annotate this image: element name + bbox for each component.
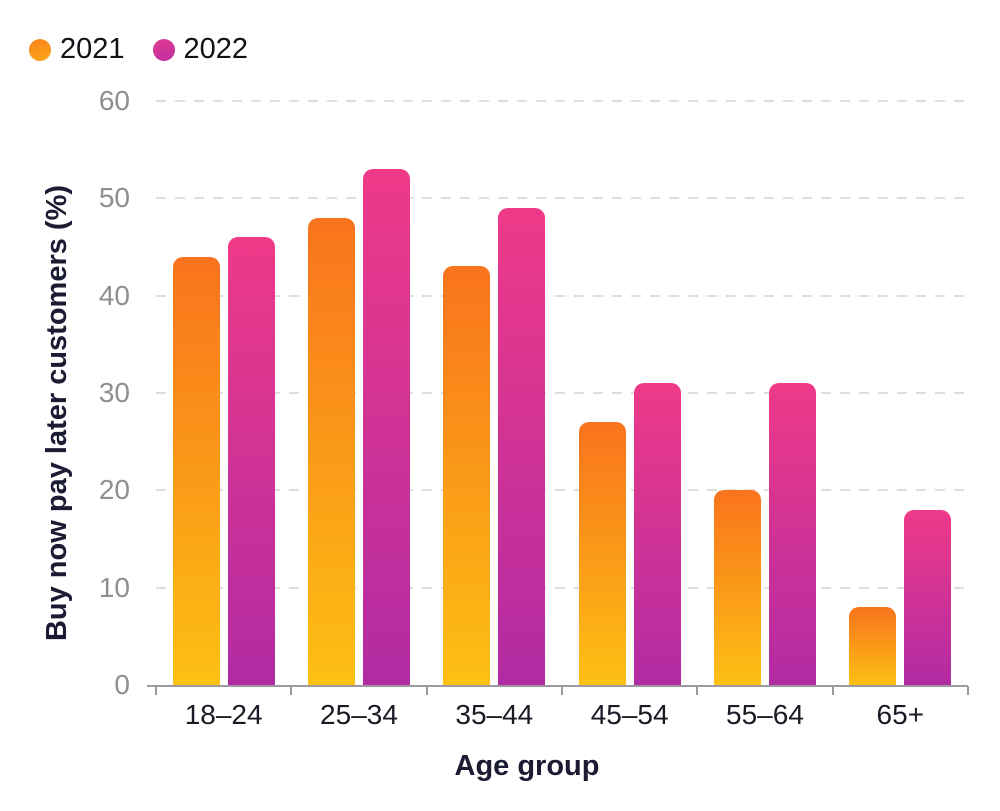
x-tick-label-45–54: 45–54 (590, 699, 669, 730)
bar-2021-35–44 (443, 266, 491, 685)
legend-item-2022: 2022 (152, 33, 249, 66)
gridline-60 (156, 100, 968, 102)
bar-group-35–44 (427, 101, 562, 685)
bar-2021-45–54 (578, 422, 626, 685)
legend-dot-2022 (152, 38, 175, 61)
x-axis-title: Age group (454, 750, 600, 782)
bar-2022-18–24 (227, 237, 275, 685)
bar-group-18–24 (156, 101, 291, 685)
x-tick-mark (290, 686, 293, 695)
x-tick-mark (696, 686, 699, 695)
bar-group-65+ (833, 101, 968, 685)
x-tick-label-18–24: 18–24 (184, 699, 263, 730)
x-tick-mark (155, 686, 157, 695)
y-axis-labels: 0 10 20 30 40 50 60 (98, 85, 130, 700)
y-axis-title: Buy now pay later customers (%) (41, 184, 73, 642)
bar-2022-65+ (904, 509, 952, 685)
x-tick-label-55–64: 55–64 (726, 699, 804, 730)
bar-group-45–54 (562, 101, 697, 685)
x-tick-mark (831, 686, 834, 695)
bar-group-55–64 (697, 101, 832, 685)
legend-label-2022: 2022 (183, 33, 249, 65)
x-tick-label-25–34: 25–34 (320, 699, 398, 730)
legend-label-2021: 2021 (60, 33, 125, 65)
x-axis-line (147, 685, 968, 687)
plot-area (147, 100, 969, 695)
bar-groups (156, 101, 968, 685)
x-tick-label-65+: 65+ (876, 699, 925, 730)
y-tick-label-50: 50 (98, 182, 130, 214)
gridline-30 (156, 392, 968, 394)
bar-2022-45–54 (633, 383, 681, 685)
x-tick-label-35–44: 35–44 (455, 699, 534, 730)
y-tick-label-0: 0 (114, 669, 130, 700)
legend-dot-2021 (29, 38, 51, 61)
bar-2021-18–24 (172, 256, 220, 685)
bar-2022-55–64 (768, 383, 816, 685)
x-axis-labels: 18–24 25–34 35–44 45–54 55–64 65+ (156, 699, 968, 731)
bar-2021-65+ (849, 607, 897, 685)
x-tick-mark (967, 686, 969, 695)
bar-2021-25–34 (307, 217, 355, 685)
y-tick-label-60: 60 (98, 85, 130, 116)
gridline-20 (156, 489, 968, 492)
y-tick-label-20: 20 (98, 474, 130, 506)
gridline-10 (156, 586, 968, 589)
gridline-50 (156, 197, 968, 200)
bar-group-25–34 (291, 101, 426, 685)
y-tick-label-30: 30 (98, 377, 130, 408)
bar-2022-35–44 (498, 208, 546, 685)
y-tick-label-10: 10 (98, 571, 130, 603)
gridline-40 (156, 294, 968, 297)
bar-2021-55–64 (713, 490, 761, 685)
x-tick-mark (561, 686, 563, 695)
legend-item-2021: 2021 (29, 33, 125, 66)
legend: 2021 2022 (29, 33, 248, 66)
x-tick-mark (425, 686, 428, 695)
bar-2022-25–34 (362, 169, 410, 685)
y-tick-label-40: 40 (98, 279, 130, 311)
